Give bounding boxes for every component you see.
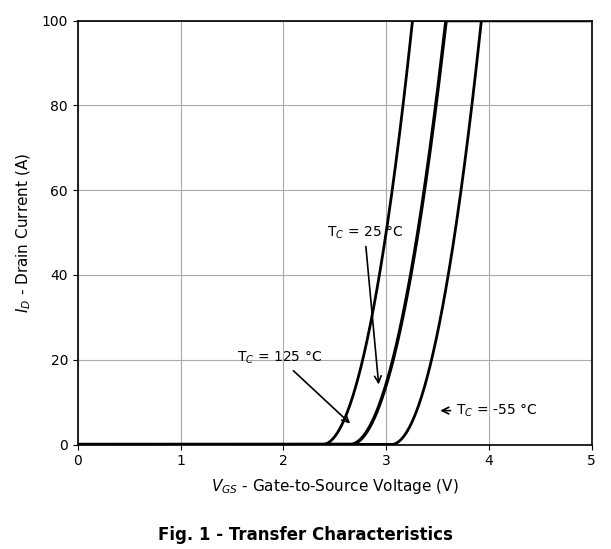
X-axis label: $V_{GS}$ - Gate-to-Source Voltage (V): $V_{GS}$ - Gate-to-Source Voltage (V) xyxy=(211,477,459,496)
Y-axis label: $I_D$ - Drain Current (A): $I_D$ - Drain Current (A) xyxy=(15,153,34,312)
Text: T$_C$ = -55 °C: T$_C$ = -55 °C xyxy=(442,402,537,419)
Text: T$_C$ = 25 °C: T$_C$ = 25 °C xyxy=(326,225,403,383)
Text: Fig. 1 - Transfer Characteristics: Fig. 1 - Transfer Characteristics xyxy=(158,525,453,544)
Text: T$_C$ = 125 °C: T$_C$ = 125 °C xyxy=(237,350,349,422)
